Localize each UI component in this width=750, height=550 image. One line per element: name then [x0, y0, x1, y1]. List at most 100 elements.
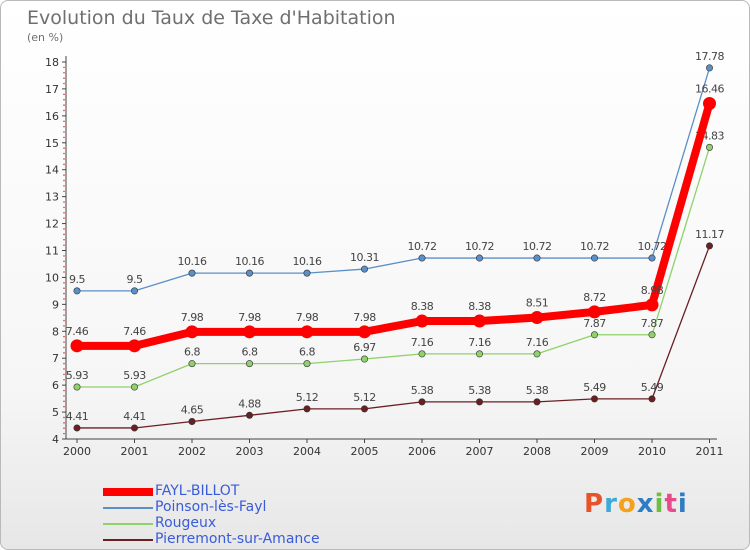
- data-label: 5.38: [526, 384, 549, 397]
- x-tick-label: 2008: [523, 445, 551, 458]
- data-point: [703, 96, 716, 110]
- data-point: [588, 305, 601, 319]
- y-tick-label: 14: [45, 164, 59, 177]
- y-minor-tick: [63, 319, 65, 322]
- data-label: 9.5: [127, 273, 143, 286]
- data-point: [185, 325, 199, 339]
- y-minor-tick: [63, 427, 65, 430]
- data-label: 8.38: [468, 300, 491, 313]
- x-tick-label: 2002: [178, 445, 206, 458]
- y-tick-label: 17: [45, 83, 59, 96]
- y-minor-tick: [63, 158, 65, 160]
- data-point: [303, 405, 311, 413]
- data-label: 7.98: [238, 311, 261, 324]
- data-label: 7.87: [583, 317, 606, 330]
- data-label: 8.51: [526, 297, 549, 310]
- data-label: 17.78: [695, 50, 724, 63]
- y-minor-tick: [63, 228, 65, 230]
- data-label: 10.72: [580, 240, 609, 253]
- data-label: 10.16: [178, 255, 207, 268]
- legend-swatch: [103, 523, 153, 525]
- data-point: [73, 424, 81, 432]
- data-label: 4.41: [123, 410, 146, 423]
- data-label: 5.93: [123, 369, 146, 382]
- y-minor-tick: [63, 362, 65, 365]
- x-tick-label: 2000: [63, 445, 91, 458]
- data-label: 6.97: [353, 341, 376, 354]
- data-label: 7.16: [526, 336, 549, 349]
- y-minor-tick: [63, 271, 65, 273]
- y-minor-tick: [63, 152, 65, 155]
- data-point: [415, 314, 429, 328]
- legend-swatch: [103, 507, 153, 509]
- y-minor-tick: [63, 352, 65, 354]
- y-minor-tick: [63, 238, 65, 241]
- y-minor-tick: [63, 405, 65, 408]
- y-minor-tick: [63, 368, 65, 370]
- data-point: [303, 360, 311, 368]
- logo-letter: i: [677, 489, 688, 519]
- data-point: [475, 398, 483, 406]
- y-tick-label: 12: [45, 218, 59, 231]
- data-label: 10.31: [350, 251, 379, 264]
- data-point: [360, 265, 368, 273]
- data-label: 10.16: [293, 255, 322, 268]
- data-point: [188, 269, 196, 277]
- data-point: [131, 287, 139, 295]
- series-line: [76, 245, 711, 429]
- y-minor-tick: [63, 136, 65, 139]
- legend-label: Rougeux: [155, 515, 217, 531]
- data-label: 7.98: [181, 311, 204, 324]
- data-point: [705, 143, 713, 151]
- chart-title: Evolution du Taux de Taxe d'Habitation: [27, 7, 396, 29]
- data-point: [475, 350, 483, 358]
- y-minor-tick: [63, 109, 65, 112]
- data-point: [590, 331, 598, 339]
- y-minor-tick: [63, 201, 65, 203]
- y-tick-label: 13: [45, 191, 59, 204]
- data-point: [243, 325, 256, 339]
- y-minor-tick: [63, 98, 65, 101]
- y-minor-tick: [63, 104, 65, 106]
- chart-subtitle: (en %): [27, 31, 64, 44]
- data-point: [128, 339, 141, 353]
- data-label: 4.65: [181, 403, 204, 416]
- legend-label: FAYL-BILLOT: [155, 483, 240, 499]
- data-label: 5.93: [66, 369, 89, 382]
- y-minor-tick: [63, 212, 65, 214]
- data-point: [73, 383, 81, 391]
- data-label: 10.72: [638, 240, 667, 253]
- data-point: [300, 325, 314, 339]
- y-minor-tick: [63, 432, 65, 435]
- series-line: [76, 67, 711, 292]
- series-pierremont-sur-amance: 4.41 4.41 4.65 4.88 5.12 5.12 5.38 5.38 5.38 5.49…: [66, 228, 725, 432]
- data-point: [360, 355, 368, 363]
- y-minor-tick: [63, 71, 65, 74]
- y-minor-tick: [63, 400, 65, 403]
- logo-letter: x: [636, 489, 655, 519]
- data-label: 5.12: [296, 391, 319, 404]
- data-point: [358, 325, 371, 339]
- data-label: 7.16: [411, 336, 434, 349]
- y-minor-tick: [63, 82, 65, 85]
- data-point: [246, 269, 254, 277]
- proxiti-logo: Proxiti: [584, 489, 688, 519]
- data-label: 8.38: [411, 300, 434, 313]
- y-tick-label: 6: [52, 379, 59, 392]
- y-tick-label: 11: [45, 245, 59, 258]
- x-tick-label: 2003: [236, 445, 264, 458]
- data-point: [533, 398, 541, 406]
- data-label: 9.5: [69, 273, 85, 286]
- y-minor-tick: [63, 378, 65, 381]
- data-point: [360, 405, 368, 413]
- y-minor-tick: [63, 389, 65, 392]
- y-minor-tick: [63, 314, 65, 316]
- y-minor-tick: [63, 233, 65, 236]
- data-label: 6.8: [184, 346, 200, 359]
- data-point: [70, 339, 84, 353]
- y-minor-tick: [63, 77, 65, 79]
- data-point: [645, 298, 659, 312]
- x-tick-label: 2011: [696, 445, 724, 458]
- y-minor-tick: [63, 206, 65, 209]
